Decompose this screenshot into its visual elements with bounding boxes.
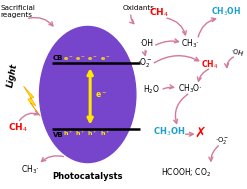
Text: ·OH: ·OH — [230, 48, 244, 57]
Text: Light: Light — [6, 63, 19, 88]
Text: CH$_3$O·: CH$_3$O· — [178, 83, 202, 95]
Text: Photocatalysts: Photocatalysts — [52, 172, 123, 181]
Text: e$^-$: e$^-$ — [87, 56, 98, 64]
Text: ·OH: ·OH — [139, 39, 153, 48]
Text: CB: CB — [53, 55, 63, 61]
Text: ✗: ✗ — [194, 126, 206, 140]
Text: CH$_4$: CH$_4$ — [8, 121, 28, 134]
Text: e$^-$: e$^-$ — [95, 91, 107, 100]
Text: HCOOH; CO$_2$: HCOOH; CO$_2$ — [162, 166, 211, 179]
Text: CH$_4$: CH$_4$ — [149, 6, 169, 19]
Text: H$_2$O: H$_2$O — [143, 84, 160, 96]
Text: CH$_4$: CH$_4$ — [201, 58, 219, 70]
Text: Sacrificial
reagents: Sacrificial reagents — [0, 5, 35, 18]
Text: e$^-$: e$^-$ — [100, 56, 110, 64]
Text: h$^+$: h$^+$ — [87, 129, 98, 138]
Text: e$^-$: e$^-$ — [63, 56, 73, 64]
Text: CH$_3$·: CH$_3$· — [21, 164, 39, 176]
Text: ·O$_2^-$: ·O$_2^-$ — [137, 57, 152, 70]
Text: CH$_3$·: CH$_3$· — [181, 37, 199, 50]
Text: VB: VB — [53, 132, 64, 138]
Polygon shape — [23, 86, 40, 116]
Text: e$^-$: e$^-$ — [75, 56, 85, 64]
Ellipse shape — [40, 26, 136, 163]
Text: h$^+$: h$^+$ — [63, 129, 73, 138]
Text: CH$_3$OH: CH$_3$OH — [211, 5, 241, 18]
Text: h$^+$: h$^+$ — [75, 129, 85, 138]
Text: Oxidants: Oxidants — [122, 5, 154, 11]
Text: ·O$_2^-$: ·O$_2^-$ — [215, 135, 229, 146]
Text: h$^+$: h$^+$ — [100, 129, 110, 138]
Text: CH$_3$OH: CH$_3$OH — [153, 125, 185, 138]
